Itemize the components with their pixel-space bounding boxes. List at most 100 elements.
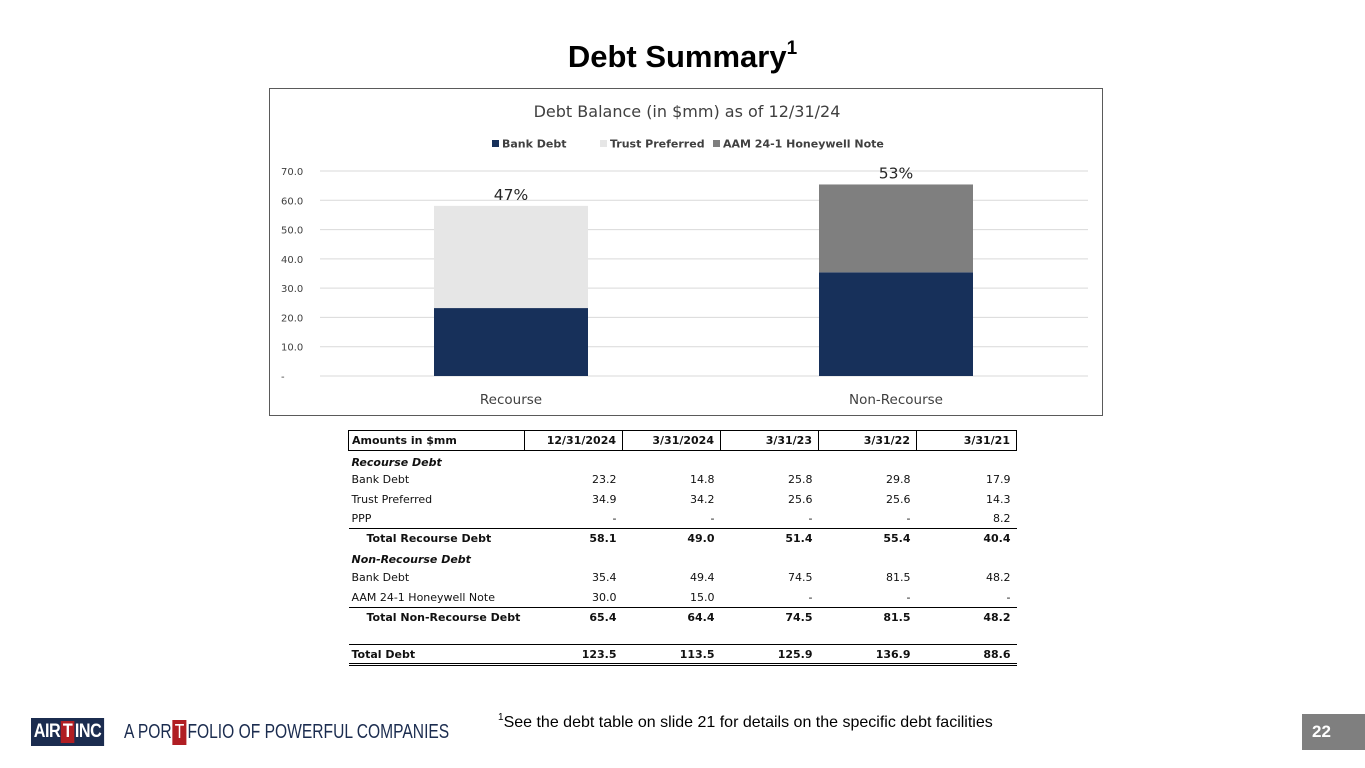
cell-value: 3/31/23 — [720, 430, 819, 451]
cell-value — [623, 548, 721, 568]
cell-value: - — [612, 512, 617, 526]
logo-part-left: AIR — [33, 721, 61, 742]
total-recourse-row: Total Recourse Debt 58.1 49.0 51.4 55.4 40.4 — [348, 528, 1017, 549]
cell-value: - — [1006, 590, 1011, 604]
tagline-boxed-letter: T — [172, 719, 187, 745]
legend-swatch-1 — [600, 140, 607, 147]
cell-value: 65.4 — [524, 606, 623, 627]
y-tick-label-4: 40.0 — [281, 255, 303, 266]
cell-value: - — [710, 512, 715, 526]
y-tick-label-6: 60.0 — [281, 196, 303, 207]
y-tick-label-7: 70.0 — [281, 167, 303, 178]
cell-value: 23.2 — [592, 473, 617, 487]
cell-value: 123.5 — [524, 644, 623, 667]
debt-balance-chart: Debt Balance (in $mm) as of 12/31/24 Bank… — [269, 88, 1103, 416]
cell-value: - — [808, 590, 813, 604]
cell-value: 81.5 — [818, 606, 917, 627]
cell-value — [917, 548, 1017, 568]
cell-value: 3/31/22 — [818, 430, 917, 451]
cell-value: 17.9 — [986, 473, 1011, 487]
cell-value: 3/31/2024 — [622, 430, 721, 451]
page-title: Debt Summary1 — [0, 38, 1365, 75]
cell-value — [819, 451, 917, 471]
tagline-before: A POR — [124, 720, 172, 743]
row-label: Trust Preferred — [351, 492, 433, 506]
cell-value: 29.8 — [886, 473, 911, 487]
cell-value: 14.3 — [986, 492, 1011, 506]
footnote-marker: 1 — [498, 712, 504, 723]
legend-label-0: Bank Debt — [502, 138, 567, 151]
cell-value: 3/31/21 — [916, 430, 1017, 451]
cell-value: 136.9 — [818, 644, 917, 667]
legend-swatch-2 — [713, 140, 720, 147]
cell-value: 34.9 — [592, 492, 617, 506]
cell-value: 40.4 — [916, 528, 1017, 549]
cell-value — [623, 451, 721, 471]
cell-value: 8.2 — [993, 512, 1011, 526]
chart-title: Debt Balance (in $mm) as of 12/31/24 — [534, 102, 841, 121]
cell-value: - — [808, 512, 813, 526]
cell-value: 48.2 — [916, 606, 1017, 627]
row-label: Bank Debt — [351, 473, 410, 487]
bar-1-2 — [819, 184, 973, 273]
page-title-text: Debt Summary — [567, 39, 787, 74]
cell-value — [721, 451, 819, 471]
chart-canvas: Debt Balance (in $mm) as of 12/31/24 Bank… — [281, 102, 1088, 408]
cell-value — [721, 627, 819, 645]
air-t-logo: AIR T INC — [31, 718, 117, 746]
tagline: A POR T FOLIO OF POWERFUL COMPANIES — [124, 718, 449, 746]
table-row: AAM 24-1 Honeywell Note 30.0 15.0 - - - — [349, 588, 1017, 608]
cell-value — [525, 548, 623, 568]
cell-value: 25.8 — [788, 473, 813, 487]
y-tick-label-1: 10.0 — [281, 343, 303, 354]
cell-value: 25.6 — [886, 492, 911, 506]
row-label — [349, 627, 525, 645]
cell-value — [917, 627, 1017, 645]
cell-value: - — [906, 590, 911, 604]
logo-part-t: T — [61, 721, 74, 743]
y-tick-label-5: 50.0 — [281, 226, 303, 237]
cell-value: 30.0 — [592, 590, 617, 604]
category-label-1: Non-Recourse — [849, 392, 943, 408]
row-label: Total Recourse Debt — [348, 528, 525, 549]
cell-value: 51.4 — [720, 528, 819, 549]
cell-value: 74.5 — [788, 571, 813, 585]
section-title-nonrecourse: Non-Recourse Debt — [349, 548, 1017, 568]
cell-value: 113.5 — [622, 644, 721, 667]
cell-value: 25.6 — [788, 492, 813, 506]
legend-label-2: AAM 24-1 Honeywell Note — [723, 138, 884, 151]
category-label-0: Recourse — [480, 392, 542, 408]
cell-value: 81.5 — [886, 571, 911, 585]
cell-value: 88.6 — [916, 644, 1017, 667]
total-nonrecourse-row: Total Non-Recourse Debt 65.4 64.4 74.5 81.5 4… — [348, 606, 1017, 627]
row-label: Amounts in $mm — [348, 430, 525, 451]
y-tick-label-0: - — [281, 372, 285, 383]
cell-value — [623, 627, 721, 645]
cell-value — [819, 627, 917, 645]
footnote-text: See the debt table on slide 21 for detai… — [503, 714, 993, 731]
cell-value: 12/31/2024 — [524, 430, 623, 451]
section-title-recourse: Recourse Debt — [349, 451, 1017, 471]
bar-0-1 — [434, 205, 588, 309]
grand-total-row: Total Debt 123.5 113.5 125.9 136.9 88.6 — [348, 644, 1017, 667]
cell-value: 49.4 — [690, 571, 715, 585]
legend-label-1: Trust Preferred — [610, 138, 705, 151]
cell-value: 64.4 — [622, 606, 721, 627]
row-label: Recourse Debt — [351, 455, 442, 469]
row-label: Total Non-Recourse Debt — [348, 606, 525, 627]
stack-percent-label-0: 47% — [494, 186, 528, 204]
logo-wordmark: AIR T INC — [31, 718, 105, 746]
logo-part-right: INC — [74, 721, 102, 742]
cell-value: 49.0 — [622, 528, 721, 549]
table-row: Bank Debt 35.4 49.4 74.5 81.5 48.2 — [349, 568, 1017, 588]
row-label: Non-Recourse Debt — [351, 553, 471, 567]
cell-value — [525, 451, 623, 471]
cell-value: 125.9 — [720, 644, 819, 667]
stack-percent-label-1: 53% — [879, 164, 913, 182]
cell-value: 14.8 — [690, 473, 715, 487]
cell-value: - — [906, 512, 911, 526]
y-tick-label-2: 20.0 — [281, 313, 303, 324]
bar-0-0 — [434, 308, 588, 376]
table-row: PPP - - - - 8.2 — [349, 509, 1017, 529]
bar-1-0 — [819, 272, 973, 376]
